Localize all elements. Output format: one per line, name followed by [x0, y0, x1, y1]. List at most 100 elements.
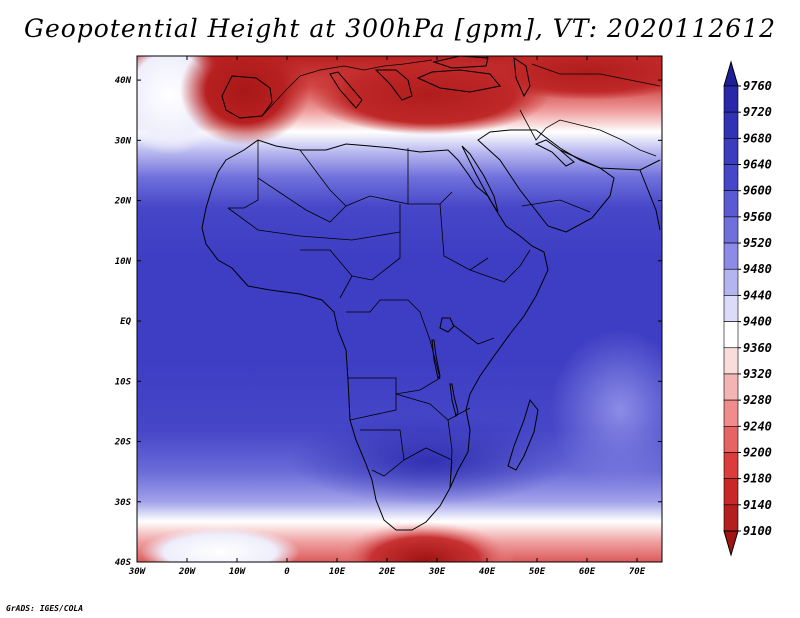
persian-gulf-outline	[534, 139, 575, 167]
field-dark-core	[290, 415, 570, 505]
border-sudan-south	[439, 203, 489, 271]
lat-tick-label: 20N	[114, 197, 132, 207]
colorbar-level-label: 9240	[743, 419, 772, 433]
lat-tick-label: 30N	[114, 136, 132, 146]
lon-tick-label: 50E	[529, 567, 546, 577]
colorbar-segment	[723, 347, 739, 375]
colorbar-bottom-arrow	[723, 530, 739, 557]
border-sahara-west	[228, 140, 259, 209]
colorbar-level-label: 9280	[743, 393, 772, 407]
colorbar-segment	[723, 399, 739, 427]
colorbar-level-label: 9680	[743, 131, 772, 145]
border-mali-north	[257, 177, 347, 223]
lon-tick-label: 10W	[229, 567, 247, 577]
colorbar-segment	[723, 373, 739, 401]
field-high-south	[335, 522, 515, 562]
lat-tick-label: 20S	[114, 438, 132, 448]
lon-tick-label: 30E	[428, 567, 446, 577]
lat-tick-label: 40N	[115, 76, 132, 86]
colorbar-segment	[723, 478, 739, 506]
lon-tick-label: 60E	[579, 567, 596, 577]
lon-tick-label: 20E	[378, 567, 396, 577]
colorbar-top-arrow	[723, 60, 739, 87]
colorbar-segment	[723, 85, 739, 113]
border-nigeria	[300, 249, 353, 299]
lon-tick-label: 10E	[329, 567, 346, 577]
colorbar-level-label: 9520	[743, 236, 772, 250]
border-iraq-iran	[519, 109, 601, 141]
lake-malawi-outline	[449, 383, 459, 418]
colorbar-segment	[723, 321, 739, 349]
border-sahel	[227, 207, 401, 241]
colorbar-segment	[723, 111, 739, 139]
lon-tick-label: 70E	[629, 567, 646, 577]
colorbar-segment	[723, 190, 739, 218]
lat-tick-label: 40S	[115, 558, 132, 568]
latitude-axis: 40N 30N 20N 10N EQ 10S 20S 30S 40S	[114, 76, 662, 568]
colorbar-level-label: 9180	[743, 472, 772, 486]
india-coast-outline	[639, 169, 661, 231]
border-saudi-yemen	[521, 199, 591, 213]
lon-tick-label: 0	[284, 567, 290, 577]
border-europe-1	[261, 65, 345, 117]
longitude-axis: 30W 20W 10W 0 10E 20E 30E 40E 50E 60E 70E	[128, 56, 646, 577]
map-title: Geopotential Height at 300hPa [gpm], VT:…	[23, 14, 777, 43]
lat-tick-label: EQ	[120, 317, 131, 327]
colorbar-level-label: 9320	[743, 367, 772, 381]
colorbar-segment	[723, 242, 739, 270]
coastlines	[201, 56, 661, 531]
border-central-asia	[531, 63, 661, 87]
credit-label: GrADS: IGES/COLA	[6, 604, 84, 613]
border-drc-east	[395, 311, 441, 395]
colorbar-level-label: 9360	[743, 341, 772, 355]
field-high-northwest	[180, 56, 310, 145]
lake-victoria-outline	[439, 317, 455, 333]
border-congo-drc	[346, 299, 421, 313]
height-field	[137, 56, 662, 562]
balkan-greece-outline	[374, 69, 413, 101]
lat-tick-label: 10S	[115, 377, 132, 387]
colorbar-segment	[723, 425, 739, 453]
colorbar-segment	[723, 504, 739, 532]
colorbar-level-label: 9440	[743, 288, 772, 302]
colorbar-level-label: 9640	[743, 158, 772, 172]
italy-outline	[329, 71, 363, 109]
colorbar-level-label: 9600	[743, 184, 772, 198]
black-sea-outline	[432, 56, 489, 69]
colorbar-level-label: 9100	[743, 524, 772, 538]
country-borders	[227, 59, 661, 489]
lon-tick-label: 30W	[128, 567, 147, 577]
red-sea-outline	[461, 145, 499, 213]
colorbar-level-label: 9760	[743, 79, 772, 93]
colorbar-level-label: 9200	[743, 445, 772, 459]
colorbar-level-label: 9400	[743, 315, 772, 329]
colorbar-segment	[723, 138, 739, 165]
lon-tick-label: 20W	[178, 567, 197, 577]
colorbar-segment	[723, 295, 739, 322]
border-chad-sudan	[351, 204, 401, 281]
field-light-southeast	[550, 330, 662, 490]
border-zambia	[395, 393, 471, 421]
caspian-outline	[513, 56, 531, 98]
border-ethiopia	[469, 249, 531, 283]
colorbar-segment	[723, 216, 739, 244]
lon-tick-label: 40E	[479, 567, 496, 577]
lat-tick-label: 10N	[115, 257, 132, 267]
colorbar-segment	[723, 164, 739, 192]
plot-frame	[136, 55, 663, 563]
border-europe-2	[343, 59, 433, 71]
colorbar-level-label: 9480	[743, 262, 772, 276]
field-high-northeast	[480, 56, 662, 100]
border-mozambique	[447, 419, 453, 489]
colorbar-level-label: 9720	[743, 105, 772, 119]
border-afghan-pak	[599, 129, 657, 157]
border-algeria-libya	[299, 149, 409, 207]
madagascar-outline	[507, 398, 539, 471]
border-libya-egypt	[407, 148, 453, 205]
iran-coast-outline	[559, 149, 661, 171]
turkey-outline	[416, 69, 501, 93]
lat-tick-label: 30S	[114, 498, 132, 508]
colorbar-segment	[723, 452, 739, 479]
africa-coastline	[201, 139, 549, 531]
